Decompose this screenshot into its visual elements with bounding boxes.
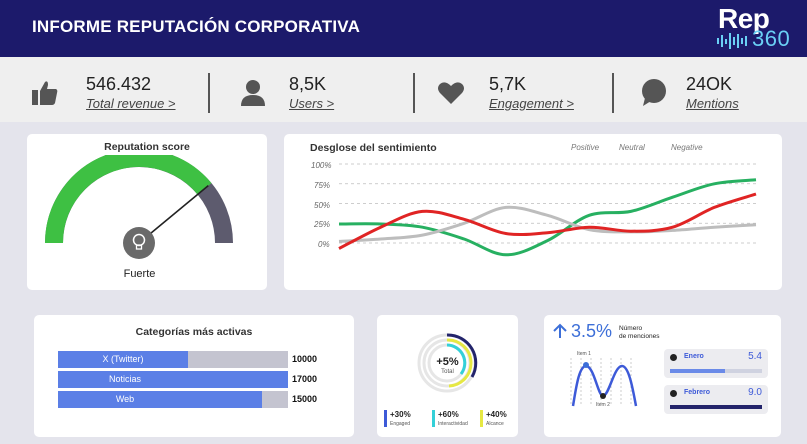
month-value: 9.0 <box>748 387 762 398</box>
month-bar-fill <box>670 405 762 409</box>
categories-title: Categorías más activas <box>135 326 253 338</box>
stat-value-engagement: 5,7K <box>489 74 527 94</box>
y-tick-label: 0% <box>318 240 330 249</box>
chat-bubble-icon <box>642 79 666 106</box>
month-name: Febrero <box>684 389 711 396</box>
month-card <box>664 385 768 414</box>
gauge-hub <box>123 227 155 259</box>
series-line-neutral <box>338 205 757 243</box>
ring-mid <box>446 338 473 388</box>
heart-icon <box>438 82 464 104</box>
category-bar <box>58 391 262 408</box>
mentions-growth: 3.5% <box>571 321 613 341</box>
arrow-up-icon <box>553 323 567 338</box>
category-row: X (Twitter) <box>58 351 288 368</box>
month-bar-track <box>670 405 762 409</box>
month-dot-icon <box>670 354 677 361</box>
ring-outer <box>446 333 478 378</box>
legend-neutral: Neutral <box>619 143 645 152</box>
engagement-item-label: Engaged <box>390 421 411 427</box>
stat-link-engagement[interactable]: Engagement > <box>489 96 574 111</box>
stats-bar <box>0 57 807 122</box>
y-tick-label: 75% <box>314 181 331 190</box>
stat-link-revenue[interactable]: Total revenue > <box>86 96 176 111</box>
month-value: 5.4 <box>748 351 762 362</box>
mentions-label-1: Número <box>619 325 643 332</box>
legend-positive: Positive <box>571 143 600 152</box>
legend-negative: Negative <box>671 143 703 152</box>
engagement-color-bar <box>384 410 387 427</box>
month-card <box>664 349 768 378</box>
thumbs-up-icon <box>32 81 58 105</box>
engagement-rings <box>417 333 478 393</box>
reputation-label: Fuerte <box>123 268 156 280</box>
category-row: Noticias <box>58 371 288 388</box>
lightbulb-icon <box>132 233 146 250</box>
category-bar <box>58 351 188 368</box>
engagement-item-value: +60% <box>438 410 459 419</box>
mentions-label-2: de menciones <box>619 333 660 340</box>
sparkline-point-item2 <box>600 393 606 399</box>
category-value: 15000 <box>292 394 318 404</box>
user-icon <box>241 80 265 106</box>
y-tick-label: 50% <box>314 201 331 210</box>
month-bar-track <box>670 369 762 373</box>
page-title: INFORME REPUTACIÓN CORPORATIVA <box>32 17 361 36</box>
month-bar-fill <box>670 369 726 373</box>
engagement-total-value: +5% <box>436 356 459 368</box>
series-line-positive <box>338 178 757 257</box>
stat-link-mentions[interactable]: Mentions <box>686 96 739 111</box>
engagement-item-label: Interactividad <box>438 421 468 427</box>
logo-text-top: Rep <box>718 3 770 34</box>
header-bar <box>0 0 807 57</box>
engagement-total-label: Total <box>441 369 454 375</box>
category-label: X (Twitter) <box>102 354 144 364</box>
engagement-color-bar <box>480 410 483 427</box>
reputation-title: Reputation score <box>104 141 190 153</box>
stat-divider <box>208 73 210 113</box>
month-dot-icon <box>670 390 677 397</box>
engagement-item-value: +30% <box>390 410 411 419</box>
ring-inner <box>446 343 467 375</box>
y-tick-label: 25% <box>314 220 331 229</box>
category-row: Web <box>58 391 288 408</box>
reputation-gauge <box>45 155 233 259</box>
logo-text-bottom: 360 <box>752 26 791 51</box>
gauge-fill <box>45 155 212 244</box>
stat-value-revenue: 546.432 <box>86 74 152 94</box>
mentions-sparkline <box>570 358 638 407</box>
month-name: Enero <box>684 353 704 360</box>
category-bar <box>58 371 288 388</box>
sparkline-item2-label: Item 2 <box>596 402 610 408</box>
stat-value-users: 8,5K <box>289 74 327 94</box>
category-label: Web <box>115 394 135 404</box>
stat-value-mentions: 24OK <box>686 74 733 94</box>
engagement-item-value: +40% <box>486 410 507 419</box>
stat-divider <box>612 73 614 113</box>
engagement-color-bar <box>432 410 435 427</box>
category-value: 17000 <box>292 374 318 384</box>
category-value: 10000 <box>292 354 318 364</box>
sparkline-point-item1 <box>583 362 589 368</box>
category-label: Noticias <box>108 374 141 384</box>
stat-divider <box>413 73 415 113</box>
logo-waveform-icon <box>717 33 747 49</box>
sentiment-chart <box>338 163 757 257</box>
sentiment-title: Desglose del sentimiento <box>310 142 437 154</box>
series-line-negative <box>338 192 757 250</box>
stat-link-users[interactable]: Users > <box>289 96 335 111</box>
y-tick-label: 100% <box>311 161 332 170</box>
sparkline-item1-label: Item 1 <box>577 351 591 357</box>
engagement-item-label: Alcance <box>486 421 504 427</box>
